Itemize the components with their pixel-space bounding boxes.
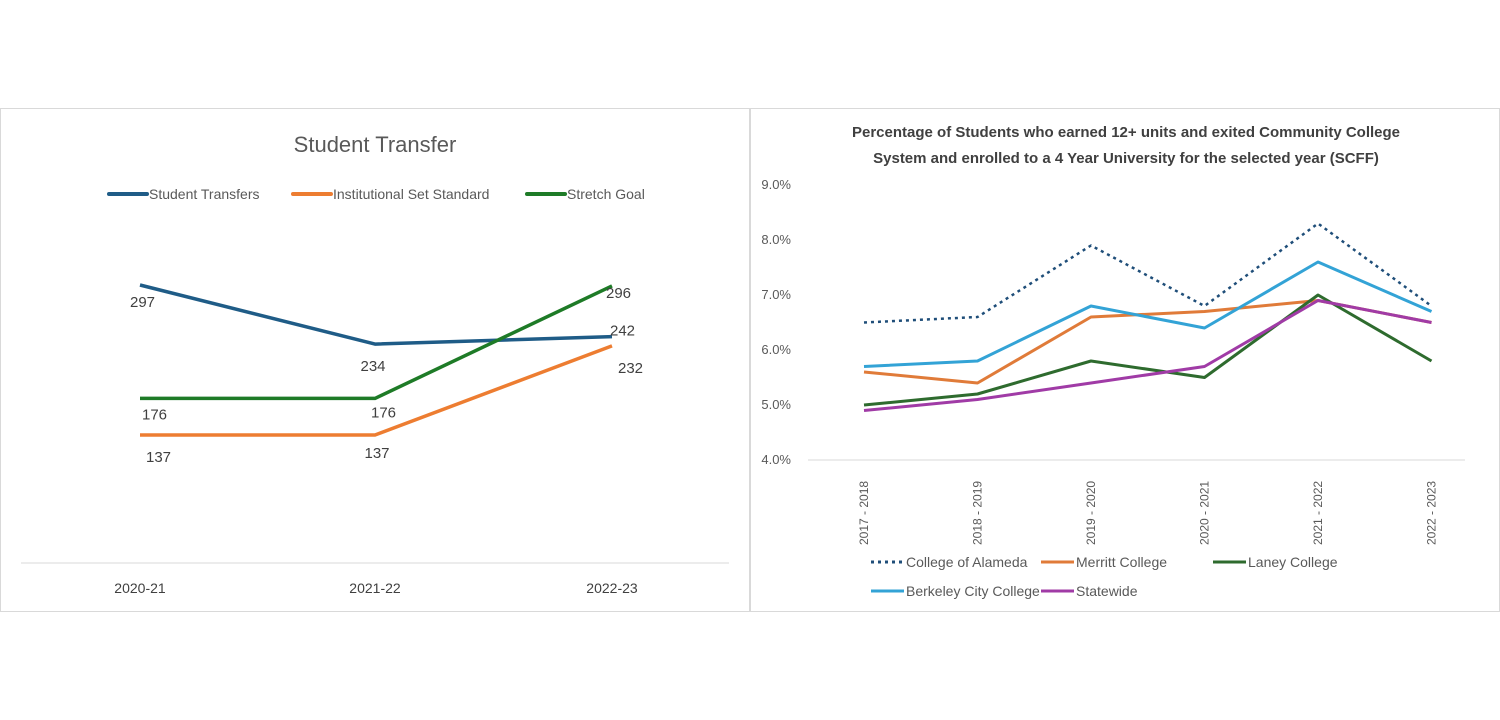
- legend-label-student-transfers: Student Transfers: [149, 186, 260, 202]
- series-line-laney-college: [863, 293, 1433, 407]
- series-line-berkeley-city-college: [863, 260, 1433, 368]
- legend-label-stretch-goal: Stretch Goal: [567, 186, 645, 202]
- chart-title-line-1: Percentage of Students who earned 12+ un…: [852, 124, 1400, 141]
- category-label: 2020-21: [114, 580, 166, 596]
- y-tick-label: 7.0%: [761, 287, 791, 302]
- legend-label-merritt-college: Merritt College: [1076, 554, 1167, 570]
- data-label-student-transfers: 242: [610, 323, 635, 340]
- category-label: 2022 - 2023: [1425, 481, 1439, 545]
- chart-title-line-2: System and enrolled to a 4 Year Universi…: [873, 150, 1379, 167]
- series-line-statewide: [863, 299, 1432, 412]
- data-label-institutional-set-standard: 137: [364, 445, 389, 462]
- category-label: 2021-22: [349, 580, 401, 596]
- scff-transfer-percentage-chart: Percentage of Students who earned 12+ un…: [761, 124, 1465, 599]
- data-label-student-transfers: 297: [130, 294, 155, 311]
- scff-transfer-percentage-chart-panel: Percentage of Students who earned 12+ un…: [750, 108, 1500, 612]
- series-line-institutional-set-standard: [140, 344, 613, 437]
- data-label-institutional-set-standard: 137: [146, 449, 171, 466]
- legend-label-berkeley-city-college: Berkeley City College: [906, 583, 1040, 599]
- category-label: 2021 - 2022: [1311, 481, 1325, 545]
- y-tick-label: 9.0%: [761, 177, 791, 192]
- data-label-stretch-goal: 176: [371, 404, 396, 421]
- series-line-stretch-goal: [140, 284, 613, 401]
- y-tick-label: 5.0%: [761, 397, 791, 412]
- legend-label-statewide: Statewide: [1076, 583, 1138, 599]
- y-tick-label: 6.0%: [761, 342, 791, 357]
- y-tick-label: 8.0%: [761, 232, 791, 247]
- y-tick-label: 4.0%: [761, 452, 791, 467]
- data-label-stretch-goal: 296: [606, 285, 631, 302]
- legend-label-laney-college: Laney College: [1248, 554, 1338, 570]
- category-label: 2017 - 2018: [857, 481, 871, 545]
- category-label: 2018 - 2019: [971, 481, 985, 545]
- legend-label-college-of-alameda: College of Alameda: [906, 554, 1028, 570]
- data-label-stretch-goal: 176: [142, 406, 167, 423]
- series-line-student-transfers: [139, 283, 613, 346]
- data-label-student-transfers: 234: [360, 358, 385, 375]
- category-label: 2020 - 2021: [1198, 481, 1212, 545]
- chart-title: Student Transfer: [294, 132, 457, 157]
- legend-label-institutional-set-standard: Institutional Set Standard: [333, 186, 489, 202]
- category-label: 2019 - 2020: [1084, 481, 1098, 545]
- data-label-institutional-set-standard: 232: [618, 360, 643, 377]
- category-label: 2022-23: [586, 580, 638, 596]
- series-line-college-of-alameda: [863, 222, 1433, 324]
- student-transfer-chart-panel: Student Transfer Student Transfers Institu…: [0, 108, 750, 612]
- student-transfer-chart: Student Transfer Student Transfers Institu…: [21, 132, 729, 596]
